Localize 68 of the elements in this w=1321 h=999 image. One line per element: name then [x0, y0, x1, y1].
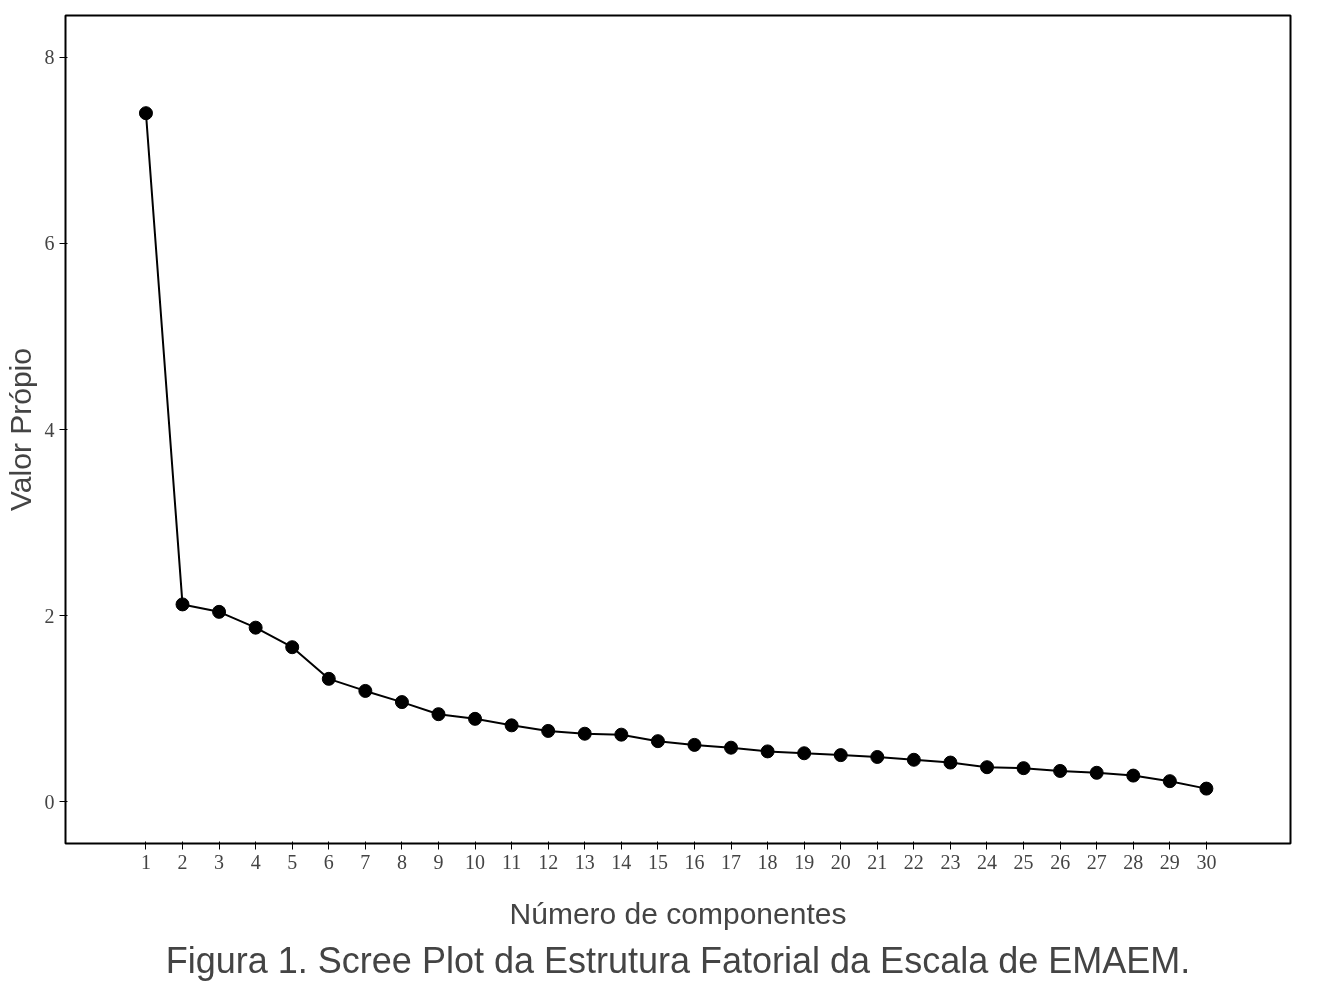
point	[212, 604, 227, 619]
x-tick-label: 10	[465, 850, 486, 873]
x-tick-label: 27	[1086, 850, 1107, 873]
x-tick-label: 7	[360, 850, 371, 873]
point	[833, 748, 848, 763]
x-tick-label: 23	[940, 850, 961, 873]
text: Figura 1. Scree Plot da Estrutura Fatorial da Escala de EMAEM.	[165, 939, 1191, 981]
x-tick-label: 22	[903, 850, 924, 873]
point	[431, 707, 446, 722]
x-axis-title: Número de componentes	[509, 896, 847, 930]
x-tick-label: 5	[287, 850, 298, 873]
y-tick-label: 4	[44, 418, 55, 441]
x-tick-label: 13	[574, 850, 595, 873]
x-tick-label: 25	[1013, 850, 1034, 873]
x-tick-label: 18	[757, 850, 778, 873]
x-tick-label: 29	[1159, 850, 1180, 873]
point	[724, 740, 739, 755]
x-tick-label: 14	[611, 850, 632, 873]
x-tick-label: 26	[1050, 850, 1071, 873]
point	[321, 671, 336, 686]
point	[979, 760, 994, 775]
point	[541, 723, 556, 738]
point	[943, 755, 958, 770]
point	[870, 749, 885, 764]
point	[906, 752, 921, 767]
x-tick-label: 11	[501, 850, 522, 873]
point	[1053, 763, 1068, 778]
x-tick-label: 8	[396, 850, 407, 873]
y-axis-title: Valor Própio	[3, 348, 37, 511]
x-tick-label: 21	[867, 850, 888, 873]
point	[138, 106, 153, 121]
y-tick-label: 6	[44, 232, 55, 255]
point	[504, 718, 519, 733]
point	[358, 683, 373, 698]
point	[175, 597, 190, 612]
y-tick-label: 2	[44, 604, 55, 627]
x-tick-label: 6	[323, 850, 334, 873]
x-tick-label: 16	[684, 850, 705, 873]
x-tick-label: 17	[721, 850, 742, 873]
point	[394, 695, 409, 710]
point	[760, 744, 775, 759]
x-tick-label: 1	[140, 850, 151, 873]
point	[1162, 774, 1177, 789]
x-tick-label: 30	[1196, 850, 1217, 873]
point	[285, 640, 300, 655]
x-tick-label: 24	[976, 850, 997, 873]
point	[1126, 768, 1141, 783]
point	[577, 726, 592, 741]
point	[1089, 765, 1104, 780]
point	[687, 737, 702, 752]
point	[248, 620, 263, 635]
x-tick-label: 9	[433, 850, 444, 873]
x-tick-label: 2	[177, 850, 188, 873]
x-tick-label: 19	[794, 850, 815, 873]
x-tick-label: 15	[647, 850, 668, 873]
point	[1199, 781, 1214, 796]
y-tick-label: 8	[44, 46, 55, 69]
x-tick-label: 3	[214, 850, 225, 873]
point	[468, 711, 483, 726]
point	[797, 746, 812, 761]
x-tick-label: 20	[830, 850, 851, 873]
x-tick-label: 4	[250, 850, 261, 873]
point	[650, 734, 665, 749]
x-tick-label: 12	[538, 850, 559, 873]
x-tick-label: 28	[1123, 850, 1144, 873]
point	[614, 727, 629, 742]
point	[1016, 761, 1031, 776]
y-tick-label: 0	[44, 790, 55, 813]
